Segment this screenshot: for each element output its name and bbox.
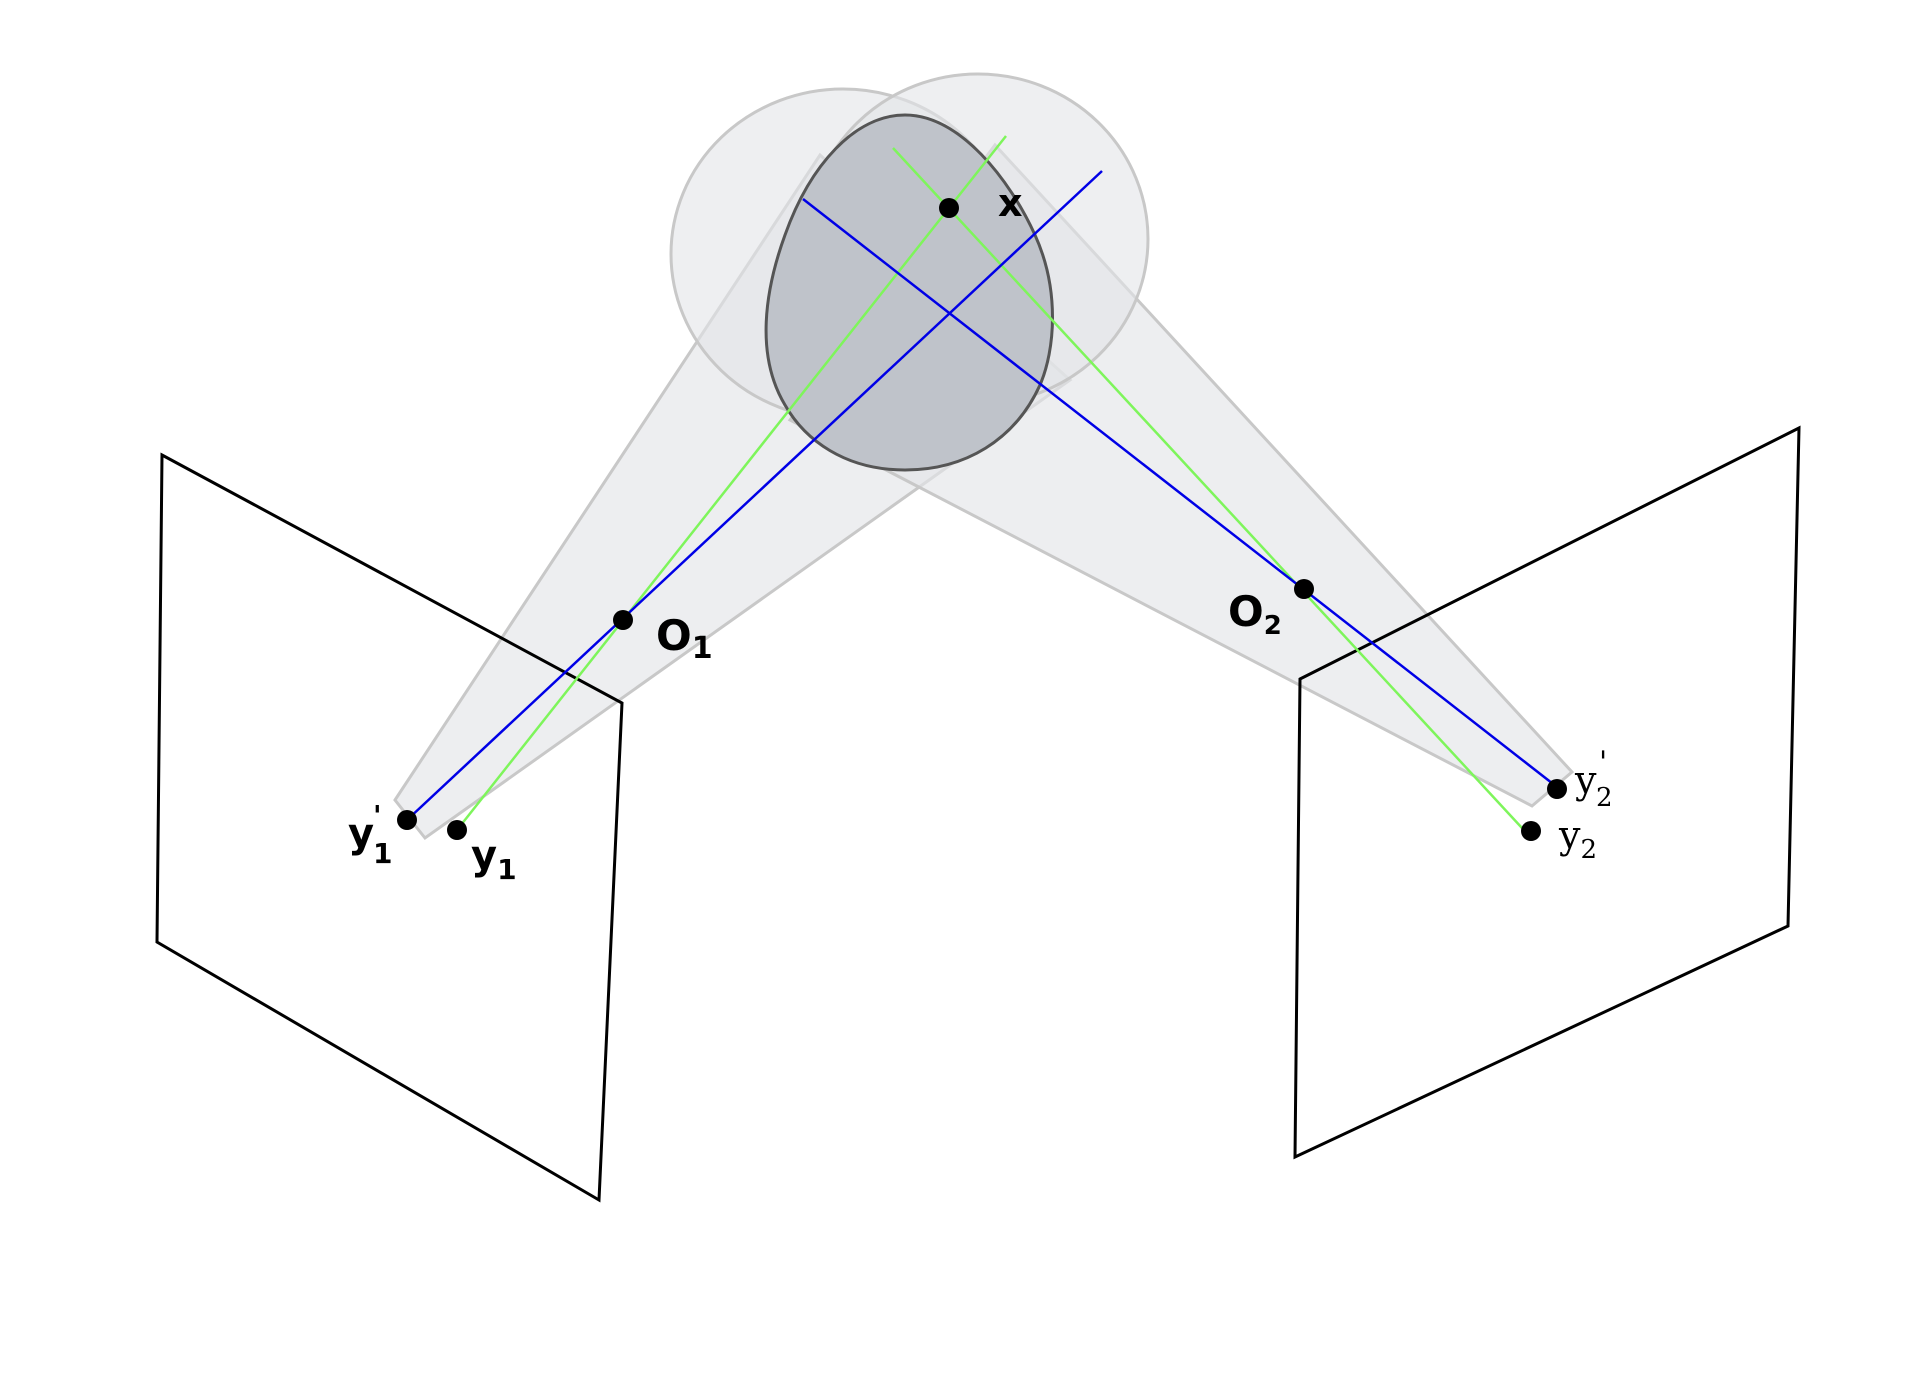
true-ray-camera-1 xyxy=(456,135,1007,831)
point-o2 xyxy=(1294,579,1314,599)
true-rays xyxy=(456,135,1523,831)
true-ray-camera-2 xyxy=(892,147,1523,829)
image-plane-right xyxy=(1293,425,1801,1160)
point-x xyxy=(939,198,959,218)
perturbed-ray-camera-1 xyxy=(406,170,1103,821)
label-x: x xyxy=(998,181,1023,225)
label-y1-prime-sub: 1 xyxy=(373,837,392,870)
image-plane-left xyxy=(155,452,624,1203)
perturbed-rays xyxy=(406,170,1558,821)
point-y2 xyxy=(1521,821,1541,841)
point-y1-prime xyxy=(397,810,417,830)
perturbed-ray-camera-2 xyxy=(802,198,1558,788)
label-y2: y2 xyxy=(1558,813,1597,865)
points xyxy=(397,198,1567,841)
label-y1: y1 xyxy=(471,833,517,886)
label-o2: O2 xyxy=(1228,587,1282,641)
point-y1 xyxy=(447,820,467,840)
point-o1 xyxy=(613,610,633,630)
labels: x O1 O2 y ' 1 y1 y ' 2 y2 xyxy=(348,181,1613,886)
label-o1: O1 xyxy=(656,611,713,666)
label-y2-prime: y xyxy=(1574,758,1597,802)
label-y1-prime: y xyxy=(348,811,374,857)
label-y1-prime-sup: ' xyxy=(373,799,382,832)
label-y2-prime-sup: ' xyxy=(1599,745,1607,780)
label-y2-prime-sub: 2 xyxy=(1596,783,1613,813)
point-y2-prime xyxy=(1547,779,1567,799)
